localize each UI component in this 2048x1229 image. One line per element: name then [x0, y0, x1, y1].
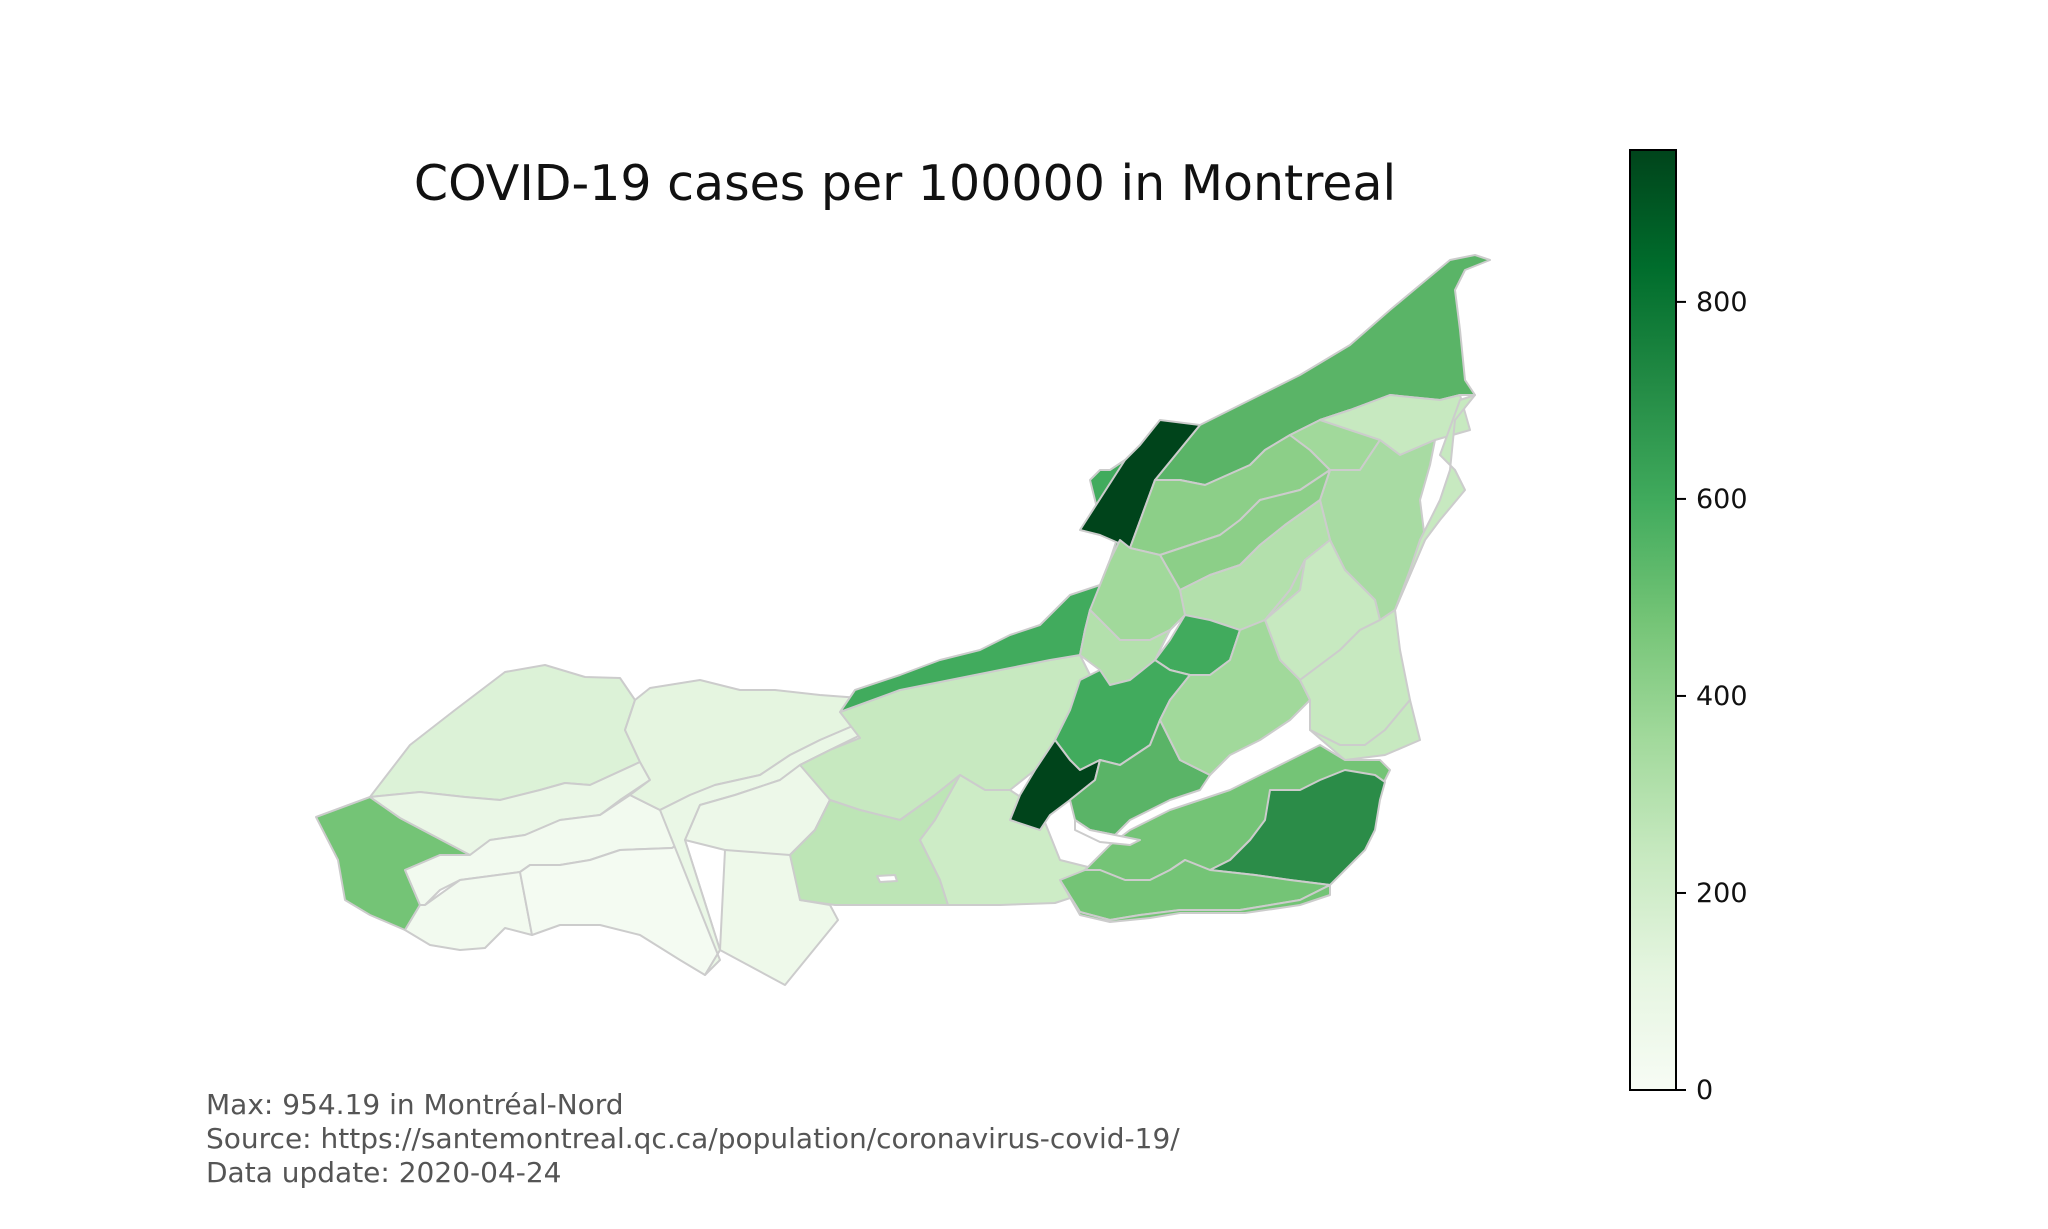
colorbar-tick-label: 800 — [1696, 287, 1748, 318]
update-note: Data update: 2020-04-24 — [206, 1156, 562, 1189]
region-pointe-aux-trembles — [1394, 394, 1476, 611]
region-island-patch — [876, 874, 898, 883]
region-west-5 — [404, 871, 533, 951]
colorbar-tick-label: 400 — [1696, 681, 1748, 712]
colorbar-tick-label: 600 — [1696, 484, 1748, 515]
region-east-plain — [1309, 699, 1421, 761]
colorbar-tick-label: 0 — [1696, 1075, 1713, 1106]
footer-notes: Max: 954.19 in Montréal-Nord Source: htt… — [206, 1088, 1180, 1190]
colorbar-tick-label: 200 — [1696, 878, 1748, 909]
region-verdun-south — [1059, 879, 1331, 923]
region-pierrefonds — [839, 459, 1161, 713]
region-strip — [1074, 819, 1141, 846]
region-east-small — [1264, 559, 1306, 621]
map-title: COVID-19 cases per 100000 in Montreal — [413, 155, 1397, 212]
colorbar — [1629, 149, 1677, 1091]
max-note: Max: 954.19 in Montréal-Nord — [206, 1088, 624, 1121]
source-note: Source: https://santemontreal.qc.ca/popu… — [206, 1122, 1180, 1155]
